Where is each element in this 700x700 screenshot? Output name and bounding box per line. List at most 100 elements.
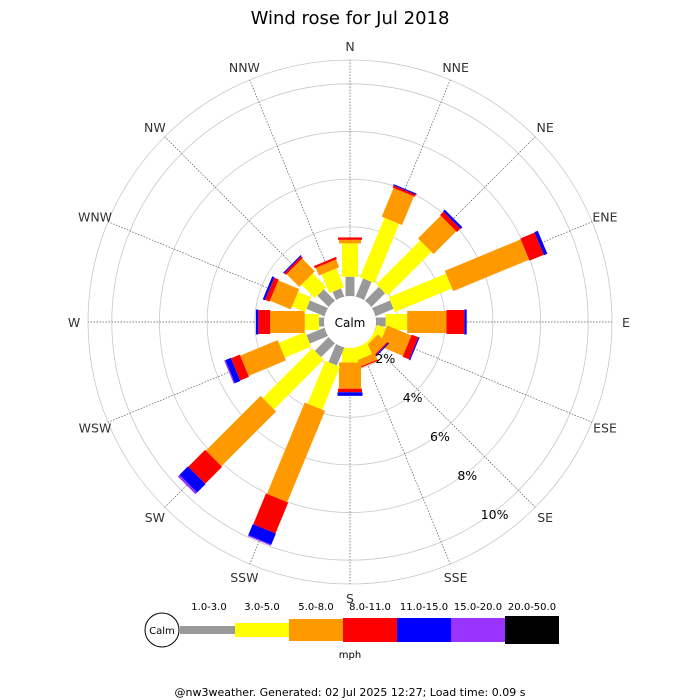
bar-ne-bin-2 xyxy=(376,240,432,296)
legend-calm-label: Calm xyxy=(149,626,175,637)
bar-n-bin-2 xyxy=(342,243,358,277)
bar-wsw-bin-5 xyxy=(225,357,241,384)
direction-label-ne: NE xyxy=(537,120,554,135)
legend-swatch-4 xyxy=(343,618,397,642)
bar-w-bin-2 xyxy=(304,314,320,330)
bar-wsw-bin-4 xyxy=(230,354,249,381)
bar-e-bin-3 xyxy=(407,311,447,333)
bar-wsw-bin-2 xyxy=(278,331,312,358)
direction-label-ene: ENE xyxy=(592,209,617,224)
direction-label-n: N xyxy=(345,39,354,54)
direction-label-wnw: WNW xyxy=(78,209,112,224)
legend-swatch-5 xyxy=(397,618,451,642)
bar-sw-bin-2 xyxy=(262,348,324,410)
bar-nw-bin-3 xyxy=(286,258,315,287)
direction-label-nnw: NNW xyxy=(229,60,260,75)
bar-ne-bin-5 xyxy=(443,209,463,229)
grid-ring-3 xyxy=(206,178,494,466)
bar-sw-bin-3 xyxy=(205,395,277,467)
bar-e-bin-5 xyxy=(464,309,467,335)
bar-ssw-bin-5 xyxy=(248,524,276,545)
bar-ene-bin-3 xyxy=(444,239,530,292)
bar-nnw-bin-4 xyxy=(313,256,337,269)
bar-ssw-bin-2 xyxy=(307,360,341,410)
grid-ring-4 xyxy=(159,131,541,513)
bar-e-bin-4 xyxy=(446,310,465,334)
bar-s-bin-4 xyxy=(338,388,362,393)
legend-label-2: 3.0-5.0 xyxy=(244,602,279,613)
bar-ese-bin-4 xyxy=(402,334,419,360)
calm-center: Calm xyxy=(324,296,376,348)
calm-label: Calm xyxy=(335,316,366,330)
legend-label-5: 11.0-15.0 xyxy=(400,602,448,613)
bar-ene-bin-2 xyxy=(388,273,453,313)
bar-nw-bin-5 xyxy=(283,255,302,274)
bar-s-bin-2 xyxy=(342,345,358,363)
calm-circle xyxy=(324,296,376,348)
wind-bars xyxy=(177,184,548,546)
bar-w-bin-5 xyxy=(255,309,259,335)
legend-calm-circle xyxy=(144,612,180,648)
radial-tick-1: 2% xyxy=(375,351,395,366)
bar-nne-bin-3 xyxy=(381,187,414,225)
footer-text: @nw3weather. Generated: 02 Jul 2025 12:2… xyxy=(175,686,526,699)
bar-sw-bin-6 xyxy=(177,474,198,495)
polar-grid: N NNE NE ENE E ESE SE SSE S SSW SW WSW W WNW NW NNW xyxy=(68,39,630,606)
chart-title: Wind rose for Jul 2018 xyxy=(251,8,450,29)
bar-ssw-bin-4 xyxy=(253,493,289,534)
bar-wnw-bin-3 xyxy=(269,280,300,310)
bar-ne-bin-4 xyxy=(440,211,461,232)
direction-label-sse: SSE xyxy=(444,570,468,585)
legend-swatch-7 xyxy=(505,616,559,644)
direction-label-nne: NNE xyxy=(442,60,469,75)
direction-label-sw: SW xyxy=(145,510,165,525)
direction-label-ese: ESE xyxy=(593,421,617,436)
radial-tick-labels: 2% 4% 6% 8% 10% xyxy=(375,351,508,522)
direction-label-wsw: WSW xyxy=(79,421,112,436)
bar-n-bin-3 xyxy=(339,239,361,244)
bar-nnw-bin-2 xyxy=(321,268,345,294)
bar-e-bin-2 xyxy=(385,314,408,330)
bar-wnw-bin-5 xyxy=(262,276,275,301)
bar-ese-bin-5 xyxy=(409,336,420,361)
legend-label-3: 5.0-8.0 xyxy=(298,602,333,613)
bar-w-bin-4 xyxy=(258,310,271,334)
bar-ssw-bin-6 xyxy=(247,535,272,546)
bar-s-bin-5 xyxy=(337,392,363,396)
radial-tick-4: 8% xyxy=(457,468,477,483)
direction-label-ssw: SSW xyxy=(230,570,258,585)
bar-n-bin-4 xyxy=(338,237,362,240)
legend-swatch-6 xyxy=(451,618,505,642)
direction-label-se: SE xyxy=(537,510,553,525)
legend-label-6: 15.0-20.0 xyxy=(454,602,502,613)
bar-wsw-bin-3 xyxy=(240,340,286,376)
legend-label-4: 8.0-11.0 xyxy=(349,602,391,613)
radial-tick-3: 6% xyxy=(430,429,450,444)
radial-tick-2: 4% xyxy=(403,390,423,405)
bar-s-bin-3 xyxy=(339,362,361,389)
bar-nnw-bin-3 xyxy=(315,259,340,276)
bar-ene-bin-5 xyxy=(534,230,548,256)
bar-ne-bin-3 xyxy=(418,215,457,254)
bar-sw-bin-4 xyxy=(188,449,223,484)
bar-w-bin-3 xyxy=(270,311,305,333)
legend-label-7: 20.0-50.0 xyxy=(508,602,556,613)
bar-nw-bin-4 xyxy=(284,256,303,275)
direction-label-s: S xyxy=(346,591,354,606)
bar-wnw-bin-4 xyxy=(265,277,279,302)
bar-ene-bin-4 xyxy=(520,232,544,261)
bar-nne-bin-4 xyxy=(392,185,416,197)
legend-units: mph xyxy=(339,650,361,661)
direction-label-w: W xyxy=(68,315,80,330)
bar-wnw-bin-2 xyxy=(291,291,312,313)
bar-wsw-bin-6 xyxy=(224,360,235,384)
legend-swatch-3 xyxy=(289,619,343,641)
legend-swatch-1 xyxy=(180,626,235,634)
bar-sse-bin-4 xyxy=(356,359,379,370)
bar-ssw-bin-3 xyxy=(266,402,326,503)
radial-tick-5: 10% xyxy=(481,507,509,522)
bar-nw-bin-2 xyxy=(301,273,327,299)
direction-label-nw: NW xyxy=(144,120,166,135)
bar-nne-bin-2 xyxy=(359,217,400,284)
direction-label-e: E xyxy=(622,315,630,330)
